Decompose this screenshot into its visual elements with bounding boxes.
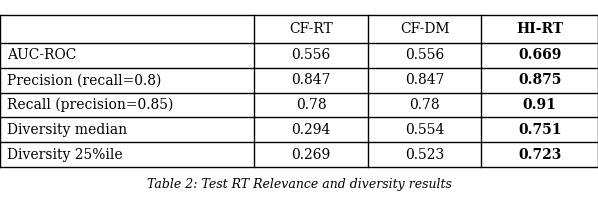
Text: 0.875: 0.875 xyxy=(518,73,562,87)
Text: 0.669: 0.669 xyxy=(518,49,562,62)
Text: 0.556: 0.556 xyxy=(291,49,331,62)
Text: AUC-ROC: AUC-ROC xyxy=(7,49,77,62)
Text: Table 2: Test RT Relevance and diversity results: Table 2: Test RT Relevance and diversity… xyxy=(147,178,451,192)
Text: Diversity 25%ile: Diversity 25%ile xyxy=(7,148,123,161)
Text: 0.91: 0.91 xyxy=(523,98,557,112)
Text: 0.556: 0.556 xyxy=(405,49,444,62)
Text: CF-RT: CF-RT xyxy=(289,22,333,36)
Text: Diversity median: Diversity median xyxy=(7,123,127,137)
Text: 0.847: 0.847 xyxy=(405,73,444,87)
Text: Recall (precision=0.85): Recall (precision=0.85) xyxy=(7,98,173,112)
Text: 0.269: 0.269 xyxy=(291,148,331,161)
Text: 0.78: 0.78 xyxy=(409,98,440,112)
Text: 0.294: 0.294 xyxy=(291,123,331,137)
Text: HI-RT: HI-RT xyxy=(516,22,563,36)
Text: Precision (recall=0.8): Precision (recall=0.8) xyxy=(7,73,161,87)
Text: 0.554: 0.554 xyxy=(405,123,444,137)
Text: 0.847: 0.847 xyxy=(291,73,331,87)
Text: 0.523: 0.523 xyxy=(405,148,444,161)
Text: 0.78: 0.78 xyxy=(295,98,327,112)
Text: 0.751: 0.751 xyxy=(518,123,562,137)
Text: CF-DM: CF-DM xyxy=(400,22,449,36)
Text: 0.723: 0.723 xyxy=(518,148,562,161)
